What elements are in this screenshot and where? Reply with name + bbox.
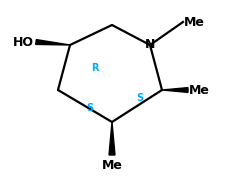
Polygon shape [109,122,115,155]
Text: N: N [145,38,155,51]
Text: Me: Me [102,159,123,172]
Text: R: R [91,63,99,73]
Polygon shape [162,88,188,92]
Text: HO: HO [13,36,34,48]
Text: S: S [86,103,94,113]
Text: Me: Me [189,83,210,97]
Text: S: S [136,93,144,103]
Polygon shape [36,40,70,45]
Text: Me: Me [184,16,205,28]
